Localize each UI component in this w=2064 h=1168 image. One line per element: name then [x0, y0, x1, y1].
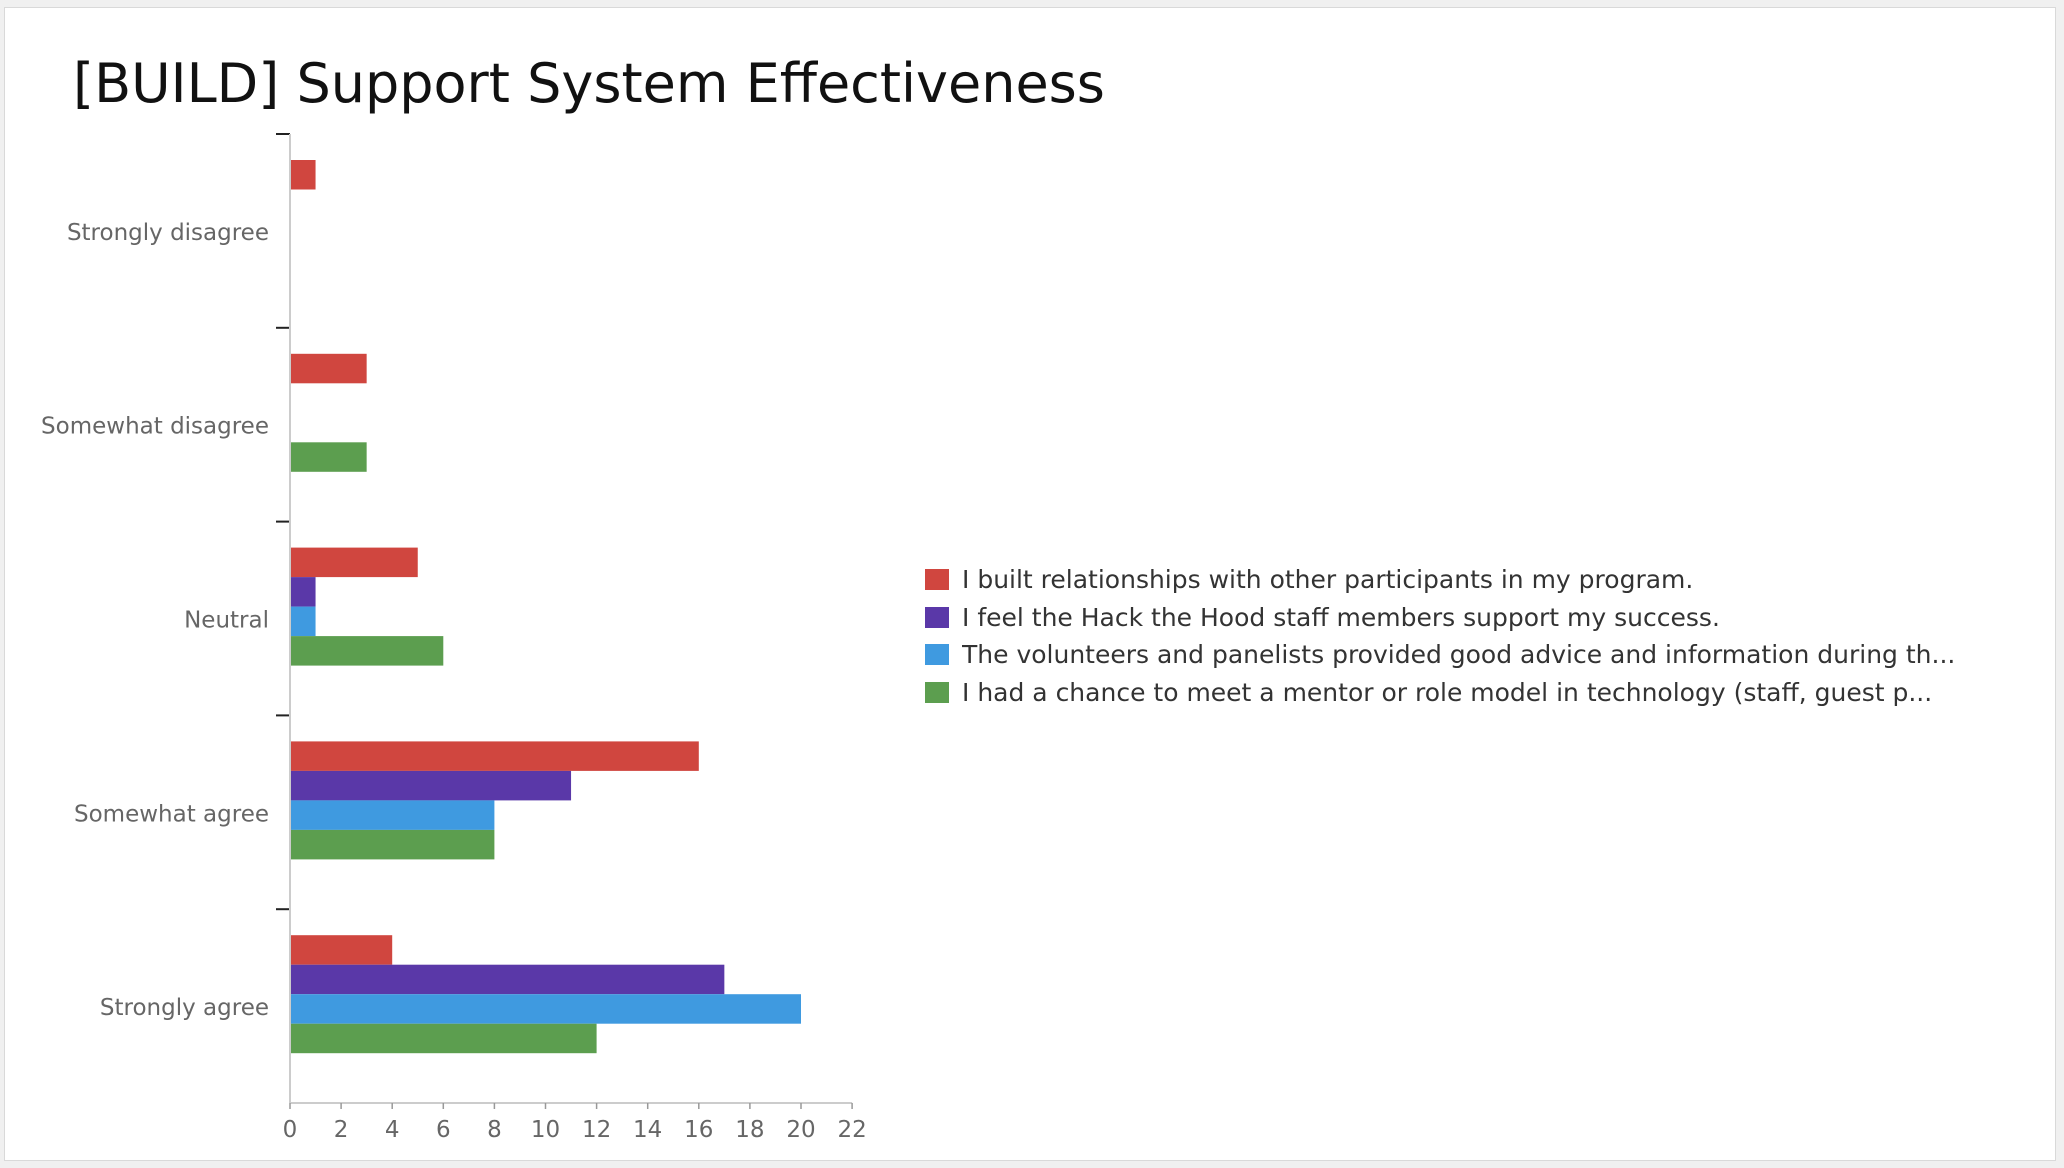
- bar: [290, 964, 725, 995]
- legend-item: The volunteers and panelists provided go…: [925, 636, 2040, 674]
- x-tick-label: 18: [735, 1117, 764, 1143]
- legend-label: I built relationships with other partici…: [962, 565, 1694, 595]
- legend-swatch: [925, 681, 949, 703]
- legend-swatch: [925, 569, 949, 591]
- legend-item: I feel the Hack the Hood staff members s…: [925, 599, 2040, 637]
- y-tick-label: Strongly agree: [100, 995, 269, 1021]
- x-tick-label: 20: [786, 1117, 815, 1143]
- bar: [290, 547, 418, 578]
- bar: [290, 442, 367, 472]
- bar: [290, 935, 393, 965]
- y-tick-label: Somewhat agree: [74, 801, 269, 827]
- bar: [290, 770, 572, 801]
- x-tick-label: 12: [582, 1117, 611, 1143]
- legend-label: I feel the Hack the Hood staff members s…: [962, 602, 1720, 632]
- y-tick-label: Neutral: [184, 608, 269, 634]
- legend-item: I had a chance to meet a mentor or role …: [925, 674, 2040, 712]
- slide-title: [BUILD] Support System Effectiveness: [73, 52, 1105, 115]
- bar: [290, 160, 316, 190]
- bar: [290, 741, 699, 771]
- x-tick-label: 10: [531, 1117, 560, 1143]
- chart-axes: [276, 133, 853, 1109]
- x-tick-label: 22: [837, 1117, 866, 1143]
- legend-label: I had a chance to meet a mentor or role …: [962, 677, 1933, 707]
- legend-item: I built relationships with other partici…: [925, 561, 2040, 599]
- x-axis-tick-labels: 0 2 4 6 8 10 12 14 16 18 20 22: [283, 1117, 867, 1143]
- x-tick-label: 6: [436, 1117, 451, 1143]
- legend-label: The volunteers and panelists provided go…: [962, 640, 1956, 670]
- bar: [290, 800, 495, 830]
- bar: [290, 1023, 597, 1054]
- y-axis-labels: Strongly disagree Somewhat disagree Neutra…: [41, 220, 269, 1021]
- legend-swatch: [925, 606, 949, 628]
- bar: [290, 606, 316, 637]
- bar: [290, 829, 495, 860]
- x-tick-label: 2: [334, 1117, 349, 1143]
- x-tick-label: 14: [633, 1117, 662, 1143]
- y-tick-label: Somewhat disagree: [41, 414, 269, 440]
- bar-chart: Strongly disagree Somewhat disagree Neutra…: [41, 133, 867, 1143]
- bar: [290, 353, 367, 384]
- chart-bars: [290, 160, 801, 1054]
- slide: [BUILD] Support System Effectiveness Str…: [4, 7, 2056, 1161]
- y-tick-label: Strongly disagree: [67, 220, 269, 246]
- chart-legend: I built relationships with other partici…: [925, 561, 2040, 711]
- bar: [290, 994, 801, 1024]
- bar: [290, 636, 444, 666]
- legend-swatch: [925, 644, 949, 666]
- x-tick-label: 16: [684, 1117, 713, 1143]
- bar: [290, 577, 316, 607]
- x-tick-label: 4: [385, 1117, 400, 1143]
- x-tick-label: 0: [283, 1117, 298, 1143]
- x-tick-label: 8: [487, 1117, 502, 1143]
